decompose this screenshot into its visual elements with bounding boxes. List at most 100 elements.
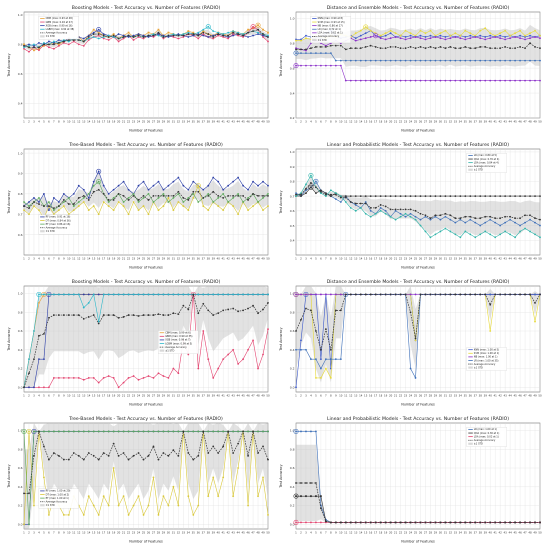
data-point bbox=[379, 59, 382, 62]
data-point bbox=[33, 430, 35, 433]
x-tick-label: 15 bbox=[364, 531, 368, 535]
data-point bbox=[354, 202, 357, 205]
data-point bbox=[38, 386, 40, 389]
x-tick-label: 13 bbox=[354, 120, 358, 124]
data-point bbox=[394, 208, 397, 211]
data-point bbox=[409, 367, 412, 370]
data-point bbox=[404, 208, 407, 211]
legend-label: CBM (max: 0.99 at 6) bbox=[165, 332, 191, 335]
data-point bbox=[117, 40, 120, 43]
data-point bbox=[534, 59, 536, 62]
data-point bbox=[82, 44, 85, 47]
x-tick-label: 27 bbox=[152, 120, 156, 124]
x-tick-label: 27 bbox=[152, 257, 156, 261]
chart-panel-4: Linear and Probabilistic Models - Test A… bbox=[276, 139, 546, 271]
data-point bbox=[47, 293, 50, 296]
x-tick-label: 19 bbox=[384, 257, 388, 261]
data-point bbox=[494, 293, 497, 296]
data-point bbox=[38, 203, 40, 205]
legend: KNN (max: 0.90 at 8)SVM (max: 0.93 at 15… bbox=[310, 16, 351, 44]
data-point bbox=[419, 59, 422, 62]
legend-label: LGBM (max: 0.99 at 5) bbox=[165, 342, 192, 345]
data-point bbox=[310, 181, 312, 184]
data-point bbox=[319, 495, 322, 498]
data-point bbox=[82, 293, 85, 296]
data-point bbox=[315, 521, 317, 524]
legend-box bbox=[38, 214, 79, 235]
data-point bbox=[459, 521, 462, 524]
x-axis-label: Number of Features bbox=[129, 540, 163, 544]
data-point bbox=[489, 59, 492, 62]
data-point bbox=[539, 79, 541, 82]
data-point bbox=[137, 315, 140, 317]
legend-label: KNN (max: 1.00 at 5) bbox=[474, 348, 499, 351]
data-point bbox=[469, 233, 472, 236]
y-tick-label: 0.7 bbox=[18, 212, 23, 216]
data-point bbox=[534, 320, 536, 323]
data-point bbox=[177, 504, 180, 507]
data-point bbox=[232, 307, 235, 310]
data-point bbox=[107, 39, 110, 41]
data-point bbox=[122, 37, 125, 40]
data-point bbox=[82, 201, 85, 203]
data-point bbox=[28, 44, 30, 47]
x-tick-label: 45 bbox=[241, 120, 245, 124]
data-point bbox=[489, 195, 492, 198]
data-point bbox=[319, 192, 322, 195]
data-point bbox=[92, 454, 95, 457]
legend-box bbox=[466, 153, 507, 173]
data-point bbox=[112, 199, 115, 201]
data-point bbox=[295, 293, 297, 296]
x-tick-label: 37 bbox=[202, 394, 206, 398]
data-point bbox=[62, 42, 65, 44]
data-point bbox=[319, 358, 322, 361]
chart-title: Distance and Ensemble Models - Test Accu… bbox=[327, 5, 510, 11]
data-point bbox=[364, 79, 367, 82]
y-tick-label: 1.0 bbox=[18, 151, 23, 155]
x-tick-label: 31 bbox=[444, 394, 448, 398]
data-point bbox=[87, 197, 90, 199]
data-point bbox=[384, 212, 387, 215]
data-point bbox=[344, 79, 347, 82]
data-point bbox=[295, 193, 297, 196]
legend-label: Average Accuracy bbox=[46, 32, 68, 35]
data-point bbox=[354, 32, 357, 35]
data-point bbox=[489, 215, 492, 218]
data-point bbox=[295, 495, 297, 498]
data-point bbox=[127, 31, 130, 34]
data-point bbox=[107, 454, 110, 457]
data-point bbox=[33, 44, 35, 47]
x-tick-label: 7 bbox=[53, 120, 55, 124]
data-point bbox=[499, 47, 502, 50]
data-point bbox=[444, 293, 447, 296]
max-marker bbox=[96, 27, 102, 33]
y-tick-label: 1.0 bbox=[290, 150, 295, 154]
max-marker bbox=[363, 24, 369, 30]
data-point bbox=[459, 217, 462, 220]
x-tick-label: 29 bbox=[434, 531, 438, 535]
data-point bbox=[414, 215, 417, 218]
data-point bbox=[57, 201, 60, 203]
data-point bbox=[404, 29, 407, 32]
data-point bbox=[177, 313, 180, 316]
data-point bbox=[67, 293, 70, 296]
data-point bbox=[305, 482, 307, 484]
data-point bbox=[539, 34, 541, 37]
x-tick-label: 19 bbox=[384, 120, 388, 124]
x-tick-label: 37 bbox=[474, 531, 478, 535]
data-point bbox=[514, 521, 517, 524]
data-point bbox=[404, 79, 407, 82]
data-point bbox=[227, 34, 230, 37]
y-tick-label: 0.7 bbox=[290, 194, 295, 198]
x-tick-label: 25 bbox=[142, 394, 146, 398]
legend-swatch bbox=[468, 168, 473, 171]
x-tick-label: 38 bbox=[207, 531, 211, 535]
data-point bbox=[469, 37, 472, 40]
data-point bbox=[479, 217, 482, 220]
data-point bbox=[519, 521, 521, 524]
data-point bbox=[192, 34, 195, 37]
x-tick-label: 6 bbox=[320, 120, 322, 124]
data-point bbox=[504, 46, 507, 48]
data-point bbox=[242, 293, 245, 296]
data-point bbox=[414, 218, 417, 221]
